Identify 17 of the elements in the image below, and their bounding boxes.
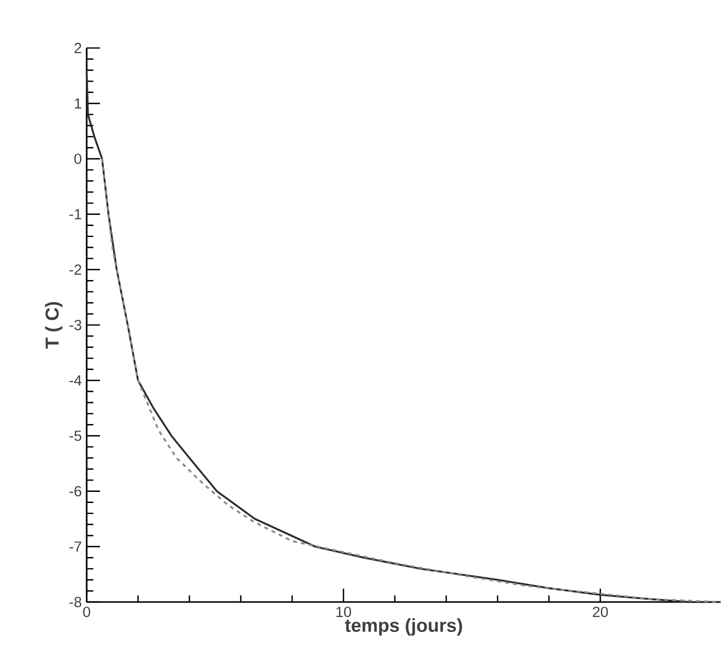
y-tick-label: 1: [74, 98, 82, 108]
y-tick-label: -7: [70, 542, 82, 552]
line-series: [101, 158, 721, 603]
y-tick-label: -5: [70, 430, 82, 441]
y-tick-label: 2: [74, 42, 82, 54]
y-tick-label: -6: [70, 486, 82, 496]
x-tick-label: 0: [83, 606, 90, 618]
x-tick-label: 10: [336, 606, 352, 618]
y-tick-label: -8: [70, 596, 82, 608]
y-tick-label: -3: [70, 320, 82, 330]
x-tick-label: 20: [592, 606, 608, 618]
y-tick-label: -2: [70, 264, 82, 275]
y-tick-label: -4: [70, 375, 82, 386]
y-tick-label: -1: [70, 209, 82, 220]
y-axis-title: T ( C): [45, 302, 62, 349]
x-axis-title: temps (jours): [344, 618, 462, 636]
y-tick-label: 0: [74, 154, 82, 164]
